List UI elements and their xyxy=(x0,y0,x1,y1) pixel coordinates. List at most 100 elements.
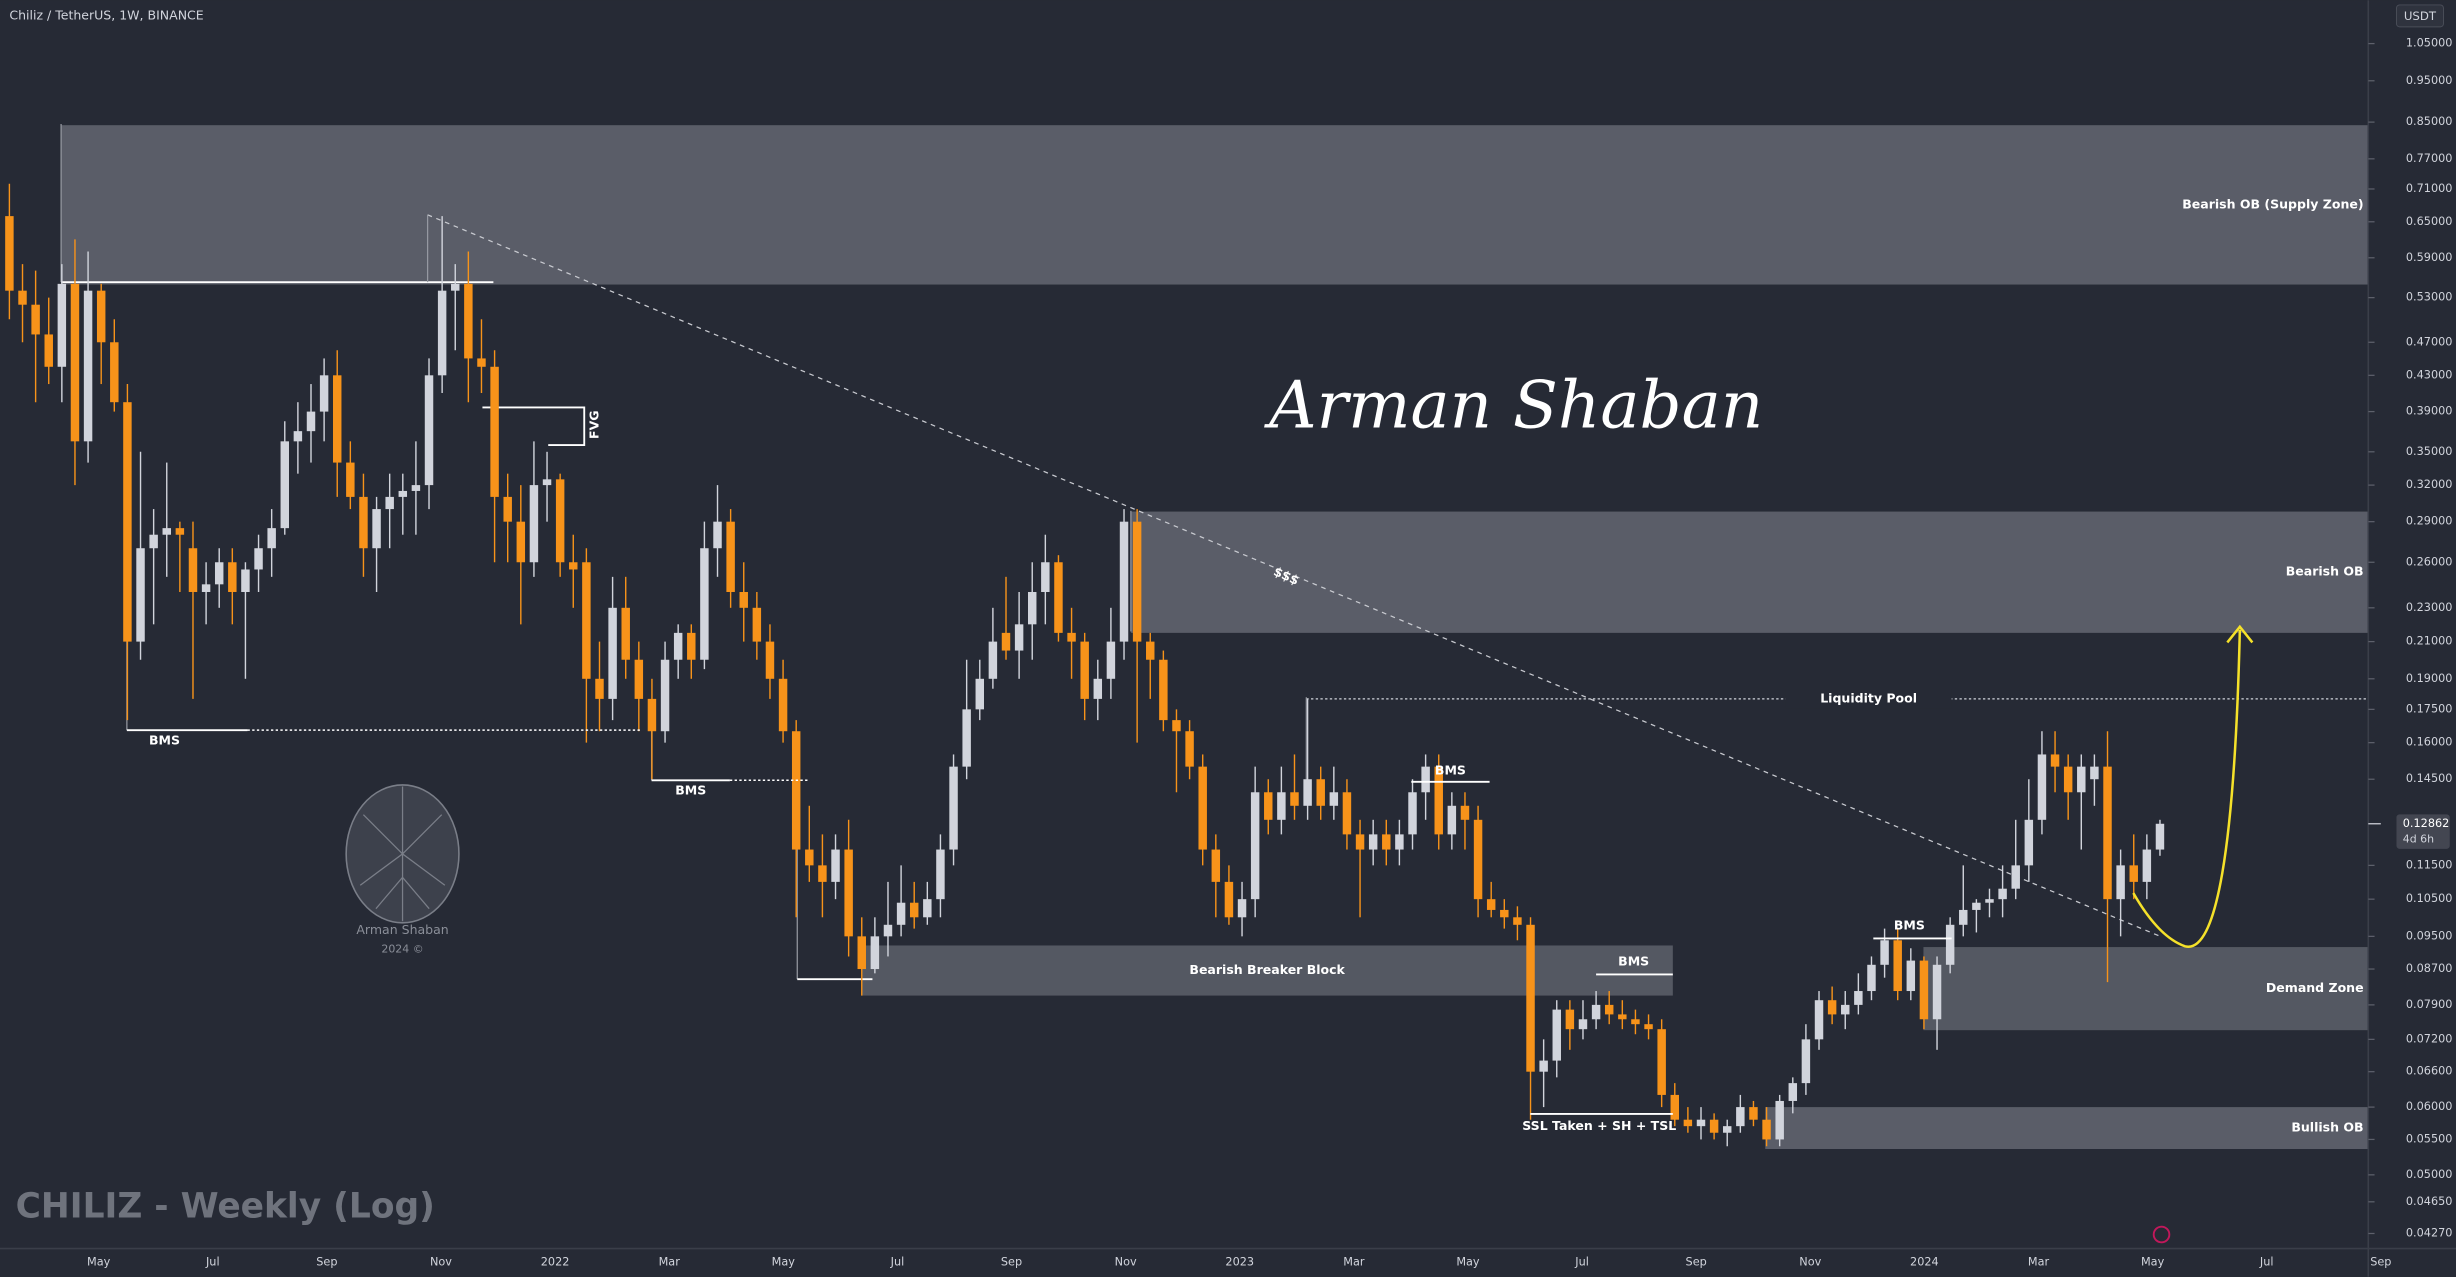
annotation: SSL Taken + SH + TSL xyxy=(1522,1118,1676,1133)
candle-body xyxy=(805,849,814,866)
candle-body xyxy=(477,358,486,367)
candle-body xyxy=(83,290,93,442)
candle-body xyxy=(57,283,67,367)
x-tick-label: May xyxy=(2141,1256,2165,1269)
candle-body xyxy=(1355,834,1365,850)
signature: Arman Shaban xyxy=(1263,367,1763,444)
candle-body xyxy=(2037,754,2047,820)
zone xyxy=(1130,511,2369,633)
candle-body xyxy=(1395,834,1404,850)
candle-body xyxy=(569,562,578,570)
y-tick-label: 0.35000 xyxy=(2406,445,2453,458)
x-tick-label: 2023 xyxy=(1225,1256,1254,1269)
candle-body xyxy=(949,766,958,850)
currency-box xyxy=(2396,4,2444,28)
candle-body xyxy=(1224,881,1234,918)
candle-body xyxy=(398,490,408,497)
candle-body xyxy=(1893,940,1902,992)
candle-body xyxy=(1001,632,1011,651)
candle-body xyxy=(1841,1004,1850,1015)
candle-body xyxy=(228,562,237,592)
zone-label: Bullish OB xyxy=(2291,1120,2363,1135)
candle-body xyxy=(818,865,827,882)
y-tick-label: 0.16000 xyxy=(2406,736,2453,749)
candle-body xyxy=(1539,1060,1548,1072)
candle-body xyxy=(464,283,473,359)
candle-body xyxy=(5,216,14,291)
y-tick-label: 0.04270 xyxy=(2406,1226,2453,1239)
candle-body xyxy=(1775,1100,1784,1140)
candle-body xyxy=(870,936,880,970)
candle-body xyxy=(1080,641,1089,699)
candle-body xyxy=(1945,924,1955,965)
candle-body xyxy=(1408,792,1417,835)
annotation: BMS xyxy=(1618,953,1649,968)
candle-body xyxy=(2116,865,2125,900)
price-axis xyxy=(2368,0,2456,1277)
candle-body xyxy=(1027,591,1037,625)
last-price: 0.12862 xyxy=(2403,817,2450,830)
candle-body xyxy=(2011,865,2020,889)
candle-body xyxy=(123,402,132,642)
candle-body xyxy=(1709,1119,1719,1133)
x-tick-label: May xyxy=(772,1256,796,1269)
candle-body xyxy=(1972,902,1981,910)
annotation: BMS xyxy=(1894,917,1925,932)
fvg-bracket xyxy=(482,406,586,446)
candle-body xyxy=(1788,1083,1798,1101)
candle-body xyxy=(1237,899,1247,918)
candle-body xyxy=(988,641,998,679)
candle-body xyxy=(2063,766,2073,793)
candle-body xyxy=(857,936,866,970)
level-label: Liquidity Pool xyxy=(1820,690,1917,705)
candle-body xyxy=(1670,1094,1680,1120)
candle-body xyxy=(713,521,722,549)
candle-body xyxy=(634,659,644,699)
candle-body xyxy=(96,290,106,343)
y-tick-label: 0.07200 xyxy=(2406,1032,2453,1045)
candle-body xyxy=(201,584,211,592)
candle-body xyxy=(2024,819,2034,866)
candle-body xyxy=(673,632,683,660)
candle-body xyxy=(1342,792,1352,835)
candle-body xyxy=(1867,964,1876,992)
candle-body xyxy=(621,607,630,660)
zone xyxy=(861,945,1673,996)
candle-body xyxy=(1683,1119,1693,1127)
candle-body xyxy=(2103,766,2112,900)
candle-body xyxy=(31,304,40,335)
candle-body xyxy=(1421,766,1430,793)
candle-body xyxy=(254,548,263,570)
candle-body xyxy=(110,342,119,403)
candle-body xyxy=(1250,792,1260,900)
y-tick-label: 0.17500 xyxy=(2406,702,2453,715)
price-tag xyxy=(2396,814,2450,849)
candle-body xyxy=(437,290,447,376)
currency: USDT xyxy=(2404,9,2437,23)
x-tick-label: Nov xyxy=(1115,1256,1137,1269)
logo-name: Arman Shaban xyxy=(356,922,448,937)
x-tick-label: 2022 xyxy=(541,1256,570,1269)
axis-labels: 1.05000 0.95000 0.85000 0.77000 0.71000 0.650… xyxy=(87,37,2452,1269)
candle-body xyxy=(1329,792,1339,806)
candle-body xyxy=(896,902,906,925)
candle-body xyxy=(1460,805,1470,820)
candle-body xyxy=(1932,964,1942,1020)
candle-body xyxy=(1185,731,1194,767)
symbol-header: Chiliz / TetherUS, 1W, BINANCE xyxy=(9,7,203,22)
candle-body xyxy=(1736,1107,1745,1127)
candle-body xyxy=(831,849,840,882)
candle-body xyxy=(582,562,591,679)
candle-body xyxy=(1198,766,1207,850)
x-tick-label: Mar xyxy=(2028,1256,2050,1269)
candle-body xyxy=(1067,632,1076,642)
candle-body xyxy=(319,375,329,412)
candle-body xyxy=(1382,834,1391,850)
candle-body xyxy=(2142,849,2152,882)
candle-body xyxy=(1696,1119,1706,1127)
candle-body xyxy=(241,569,250,592)
candle-body xyxy=(962,709,971,767)
candle-body xyxy=(1014,624,1024,651)
candle-body xyxy=(1146,641,1155,660)
